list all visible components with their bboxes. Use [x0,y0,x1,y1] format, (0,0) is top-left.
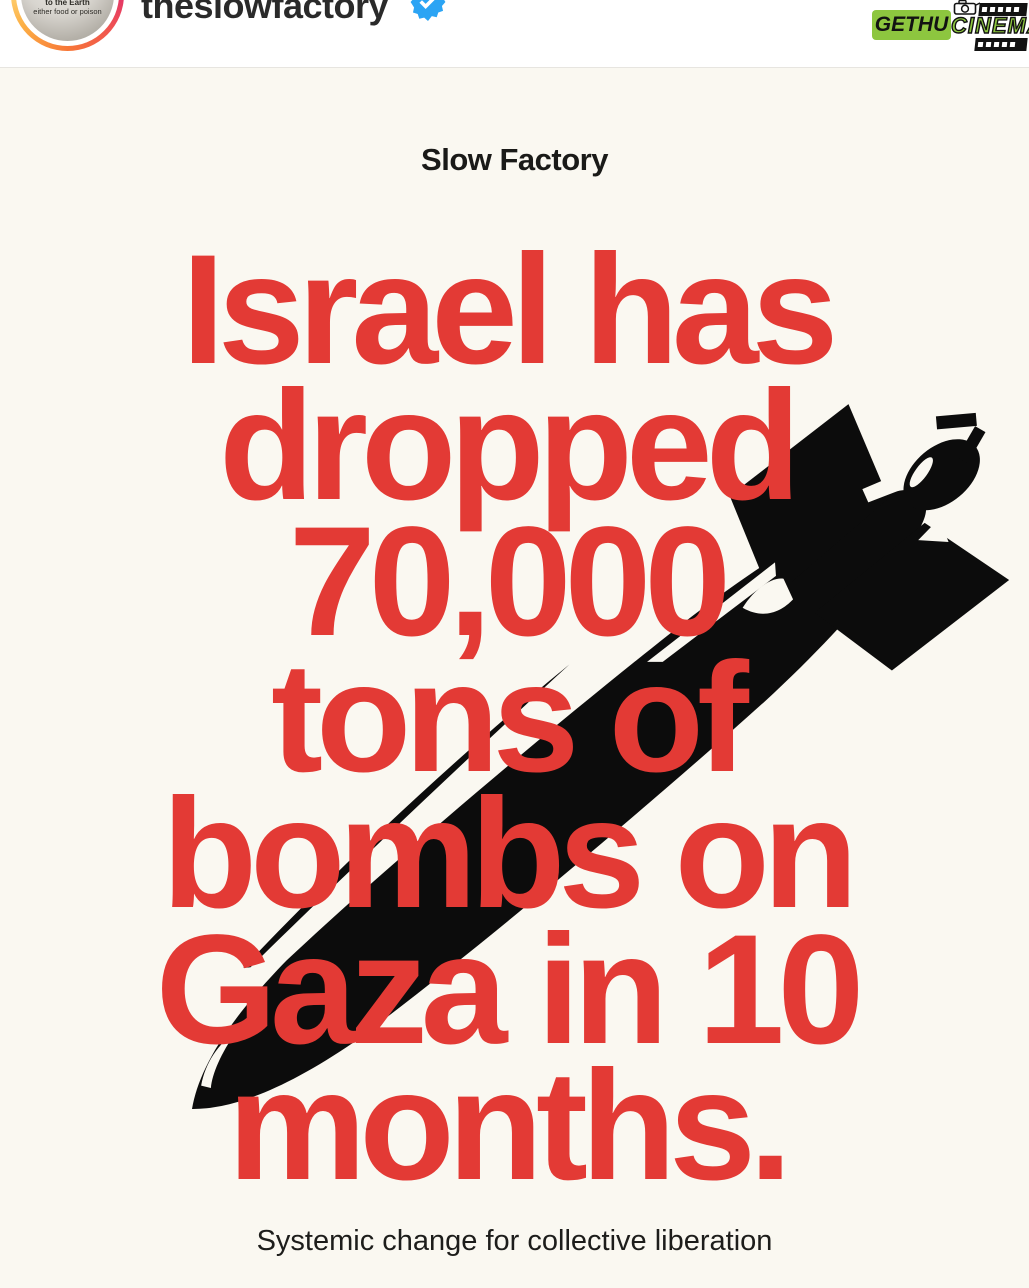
headline-line: dropped [219,359,801,533]
poster-tagline: Systemic change for collective liberatio… [256,1225,773,1257]
watermark-gethu-box: GETHU [872,10,951,40]
poster-headline: Israel has dropped 70,000 tons of bombs … [0,223,1021,1213]
avatar[interactable]: to the Earth either food or poison [11,0,124,51]
avatar-caption: to the Earth either food or poison [21,0,114,16]
watermark-gethu-text: GETHU [874,13,949,36]
poster-image: Slow Factory Israel has dropped 70,000 t… [0,67,1029,1288]
watermark-logo: GETHU CINEMA [863,0,1029,54]
headline-line: Gaza in 10 [155,903,865,1077]
headline-line: bombs on [161,767,858,941]
bomb-icon [192,404,1010,1110]
headline-line: Israel has [181,223,839,397]
post-header: to the Earth either food or poison thesl… [0,0,1029,67]
username-link[interactable]: theslowfactory [141,0,389,26]
verified-badge-icon [410,0,446,21]
poster-brand-title: Slow Factory [421,142,608,177]
avatar-caption-line2: either food or poison [33,7,102,17]
watermark-cinema-text: CINEMA [950,12,1029,38]
camera-icon [953,0,981,15]
headline-line: tons of [271,631,749,805]
avatar-caption-line1: to the Earth [45,0,90,8]
headline-line: months. [227,1039,793,1213]
film-strip-icon [974,38,1028,51]
headline-line: 70,000 [288,495,731,669]
